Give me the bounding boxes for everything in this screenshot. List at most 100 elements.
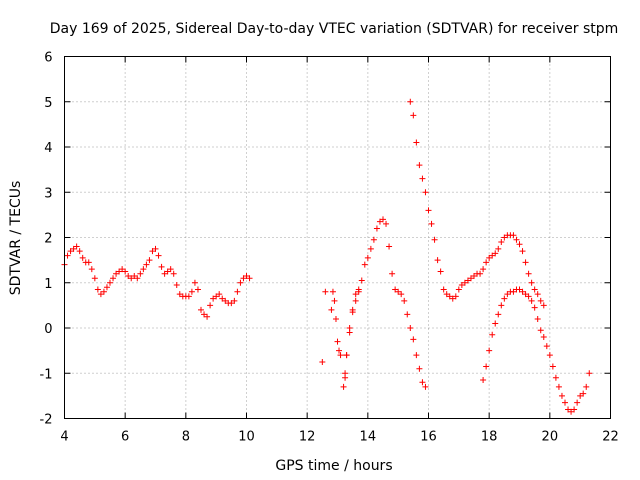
y-tick-label: 4 [44, 141, 52, 156]
x-tick-label: 8 [182, 430, 190, 445]
data-point [231, 297, 238, 304]
data-point [489, 252, 496, 259]
x-tick-label: 20 [542, 430, 559, 445]
data-point [94, 286, 101, 293]
x-tick-labels: 4 6 8 10 12 14 16 18 20 22 [60, 430, 618, 445]
data-point [364, 254, 371, 261]
data-point [213, 293, 220, 300]
data-point [97, 291, 104, 298]
data-point [543, 343, 550, 350]
data-point [437, 268, 444, 275]
data-point [398, 291, 405, 298]
data-point [531, 286, 538, 293]
x-tick-label: 16 [420, 430, 437, 445]
data-point [194, 286, 201, 293]
x-tick-label: 4 [60, 430, 68, 445]
data-point [386, 243, 393, 250]
data-point [228, 300, 235, 307]
data-point [534, 315, 541, 322]
data-point [337, 352, 344, 359]
grid [64, 56, 611, 419]
data-point [219, 295, 226, 302]
data-point [64, 252, 71, 259]
data-point [410, 112, 417, 119]
data-point [449, 295, 456, 302]
data-point [458, 282, 465, 289]
x-tick-label: 14 [360, 430, 377, 445]
data-point [516, 286, 523, 293]
y-tick-label: 0 [44, 322, 52, 337]
data-point [528, 297, 535, 304]
data-point [201, 311, 208, 318]
data-point [243, 272, 250, 279]
data-point [167, 266, 174, 273]
data-points [61, 98, 593, 415]
y-tick-labels: -2 -1 0 1 2 3 4 5 6 [40, 51, 53, 428]
data-point [322, 288, 329, 295]
y-axis-label: SDTVAR / TECUs [8, 181, 24, 296]
data-point [413, 139, 420, 146]
data-point [422, 189, 429, 196]
data-point [492, 250, 499, 257]
data-point [413, 352, 420, 359]
data-point [586, 370, 593, 377]
data-point [349, 309, 356, 316]
data-point [489, 331, 496, 338]
data-point [528, 279, 535, 286]
x-tick-label: 6 [121, 430, 129, 445]
data-point [428, 220, 435, 227]
data-point [110, 275, 117, 282]
data-point [185, 293, 192, 300]
data-point [510, 288, 517, 295]
series-4 [407, 98, 547, 309]
data-point [498, 239, 505, 246]
data-point [352, 297, 359, 304]
data-point [431, 236, 438, 243]
data-point [422, 383, 429, 390]
x-tick-label: 22 [602, 430, 619, 445]
data-point [342, 374, 349, 381]
data-point [401, 297, 408, 304]
data-point [404, 311, 411, 318]
y-tick-label: 3 [44, 186, 52, 201]
y-tick-label: 5 [44, 96, 52, 111]
data-point [492, 320, 499, 327]
data-point [122, 268, 129, 275]
data-point [440, 286, 447, 293]
data-point [495, 311, 502, 318]
data-point [128, 275, 135, 282]
y-tick-label: -1 [40, 367, 53, 382]
data-point [419, 379, 426, 386]
data-point [446, 293, 453, 300]
data-point [486, 254, 493, 261]
data-point [574, 399, 581, 406]
series-1 [319, 288, 344, 365]
data-point [501, 234, 508, 241]
data-point [389, 270, 396, 277]
data-point [70, 245, 77, 252]
data-point [140, 266, 147, 273]
data-point [329, 288, 336, 295]
data-point [510, 232, 517, 239]
data-point [137, 270, 144, 277]
data-point [425, 207, 432, 214]
data-point [210, 295, 217, 302]
data-point [540, 302, 547, 309]
data-point [149, 248, 156, 255]
data-point [373, 225, 380, 232]
data-point [522, 259, 529, 266]
data-point [580, 390, 587, 397]
data-point [383, 220, 390, 227]
data-point [370, 236, 377, 243]
data-point [416, 162, 423, 169]
data-point [407, 325, 414, 331]
data-point [395, 288, 402, 295]
data-point [207, 302, 214, 309]
data-point [568, 408, 575, 415]
data-point [525, 293, 532, 300]
data-point [143, 261, 150, 268]
data-point [513, 236, 520, 243]
data-point [483, 259, 490, 266]
data-point [173, 282, 180, 289]
